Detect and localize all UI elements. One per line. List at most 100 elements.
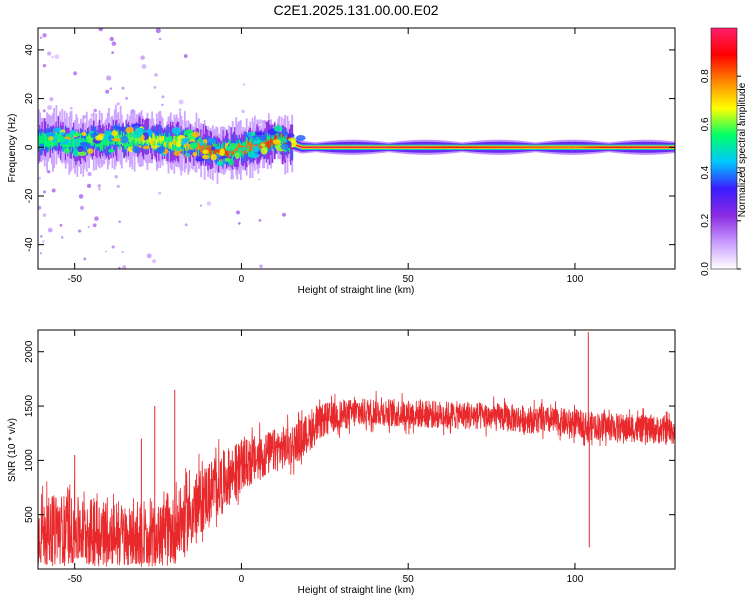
- spectrogram-noise-point: [206, 201, 212, 206]
- spectrogram-noise-point: [92, 223, 97, 228]
- spectrogram-cell: [461, 146, 464, 149]
- spectrogram-cell: [573, 146, 576, 149]
- spectrogram-noise-point: [154, 73, 158, 77]
- spectrogram-cell: [45, 133, 47, 140]
- spectrogram-blob: [149, 139, 155, 146]
- spectrogram-noise-point: [93, 108, 97, 113]
- spectrogram-cell: [337, 146, 340, 149]
- spectrogram-cell: [76, 139, 79, 147]
- spectrogram-cell: [445, 146, 448, 149]
- spectrogram-cell: [417, 146, 420, 149]
- spectrogram-cell: [134, 135, 137, 144]
- spectrogram-cell: [415, 146, 417, 149]
- spectrogram-cell: [208, 144, 211, 153]
- spectrogram-cell: [42, 139, 45, 148]
- spectrogram-noise-point: [116, 184, 120, 189]
- spectrogram-blob: [202, 149, 209, 155]
- spectrogram-cell: [639, 146, 641, 149]
- spectrogram-cell: [371, 146, 374, 149]
- spectrogram-cell: [455, 146, 458, 149]
- spectrogram-blob: [287, 133, 295, 138]
- spectrogram-cell: [311, 146, 313, 149]
- spectrogram-blob: [62, 144, 71, 148]
- spectrogram-cell: [180, 142, 183, 150]
- spectrogram-blob: [142, 145, 150, 150]
- spectrogram-cell: [200, 143, 203, 153]
- spectrogram-y-tick-label: -20: [24, 188, 35, 203]
- spectrogram-noise-point: [111, 245, 115, 249]
- spectrogram-cell: [637, 146, 640, 149]
- spectrogram-cell: [250, 141, 253, 151]
- spectrogram-cell: [569, 146, 571, 149]
- spectrogram-cell: [217, 150, 220, 155]
- spectrogram-y-tick-label: -40: [24, 237, 35, 252]
- spectrogram-noise-point: [242, 83, 246, 86]
- spectrogram-cell: [636, 146, 639, 149]
- snr-x-axis-label: Height of straight line (km): [298, 585, 415, 596]
- spectrogram-cell: [613, 146, 616, 149]
- spectrogram-noise-point: [73, 71, 78, 76]
- spectrogram-cell: [588, 146, 591, 149]
- spectrogram-cell: [245, 148, 248, 154]
- spectrogram-cell: [535, 146, 538, 149]
- spectrogram-cell: [441, 146, 444, 149]
- spectrogram-blob: [163, 137, 174, 143]
- spectrogram-blob: [111, 130, 118, 137]
- spectrogram-cell: [389, 146, 392, 149]
- spectrogram-cell: [558, 146, 561, 149]
- spectrogram-cell: [227, 149, 229, 156]
- spectrogram-cell: [522, 146, 525, 149]
- spectrogram-cell: [494, 146, 497, 149]
- spectrogram-blob: [219, 148, 225, 156]
- spectrogram-blob: [95, 135, 104, 141]
- spectrogram-cell: [426, 146, 429, 149]
- spectrogram-cell: [377, 146, 380, 149]
- spectrogram-cell: [209, 147, 212, 157]
- spectrogram-cell: [304, 146, 306, 149]
- spectrogram-cell: [546, 146, 549, 149]
- spectrogram-cell: [348, 146, 351, 149]
- spectrogram-cell: [157, 136, 159, 149]
- snr-x-tick-label: 50: [403, 574, 415, 585]
- spectrogram-cell: [465, 146, 468, 149]
- spectrogram-cell: [427, 146, 430, 149]
- spectrogram-blob: [173, 150, 181, 157]
- spectrogram-cell: [457, 146, 459, 149]
- spectrogram-blob: [59, 136, 66, 143]
- snr-series: [38, 332, 675, 567]
- spectrogram-cell: [385, 146, 388, 149]
- spectrogram-cell: [482, 146, 485, 149]
- spectrogram-cell: [376, 146, 379, 149]
- spectrogram-cell: [336, 146, 339, 149]
- snr-y-ticks: 500 1000 1500 2000: [24, 340, 675, 523]
- spectrogram-cell: [106, 139, 109, 147]
- spectrogram-cell: [129, 137, 131, 143]
- spectrogram-cell: [251, 144, 254, 153]
- spectrogram-cell: [432, 146, 435, 149]
- spectrogram-cell: [399, 146, 402, 149]
- spectrogram-cell: [243, 146, 246, 156]
- spectrogram-blob: [210, 153, 217, 161]
- spectrogram-cell: [313, 146, 316, 149]
- snr-y-axis-label: SNR (10 * v/v): [7, 418, 18, 482]
- spectrogram-noise-point: [39, 252, 43, 255]
- spectrogram-noise-point: [87, 171, 92, 177]
- spectrogram-noise-point: [38, 205, 42, 210]
- spectrogram-cell: [581, 146, 584, 149]
- spectrogram-cell: [517, 146, 520, 149]
- spectrogram-noise-point: [43, 190, 47, 194]
- spectrogram-cell: [468, 146, 471, 149]
- spectrogram-cell: [237, 143, 240, 150]
- spectrogram-blob: [295, 134, 306, 142]
- spectrogram-cell: [300, 146, 303, 148]
- spectrogram-cell: [364, 146, 367, 149]
- spectrogram-cell: [161, 136, 164, 142]
- spectrogram-y-tick-label: 20: [24, 93, 35, 105]
- spectrogram-cell: [608, 146, 611, 149]
- spectrogram-cell: [653, 146, 655, 149]
- spectrogram-blob: [202, 154, 210, 160]
- spectrogram-blob: [77, 145, 84, 153]
- spectrogram-cell: [420, 146, 423, 149]
- spectrogram-cell: [609, 146, 612, 149]
- spectrogram-cell: [339, 146, 341, 149]
